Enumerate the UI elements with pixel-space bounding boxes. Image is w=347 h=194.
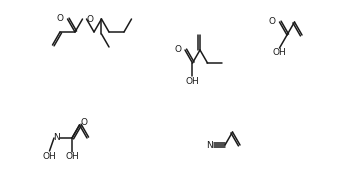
Text: OH: OH [186,77,200,86]
Text: N: N [206,140,213,150]
Text: O: O [81,118,87,126]
Text: OH: OH [273,48,286,57]
Text: O: O [269,16,276,25]
Text: N: N [54,133,60,143]
Text: OH: OH [65,152,79,161]
Text: O: O [175,44,182,54]
Text: O: O [57,14,64,23]
Text: OH: OH [43,152,56,161]
Text: O: O [86,15,93,23]
